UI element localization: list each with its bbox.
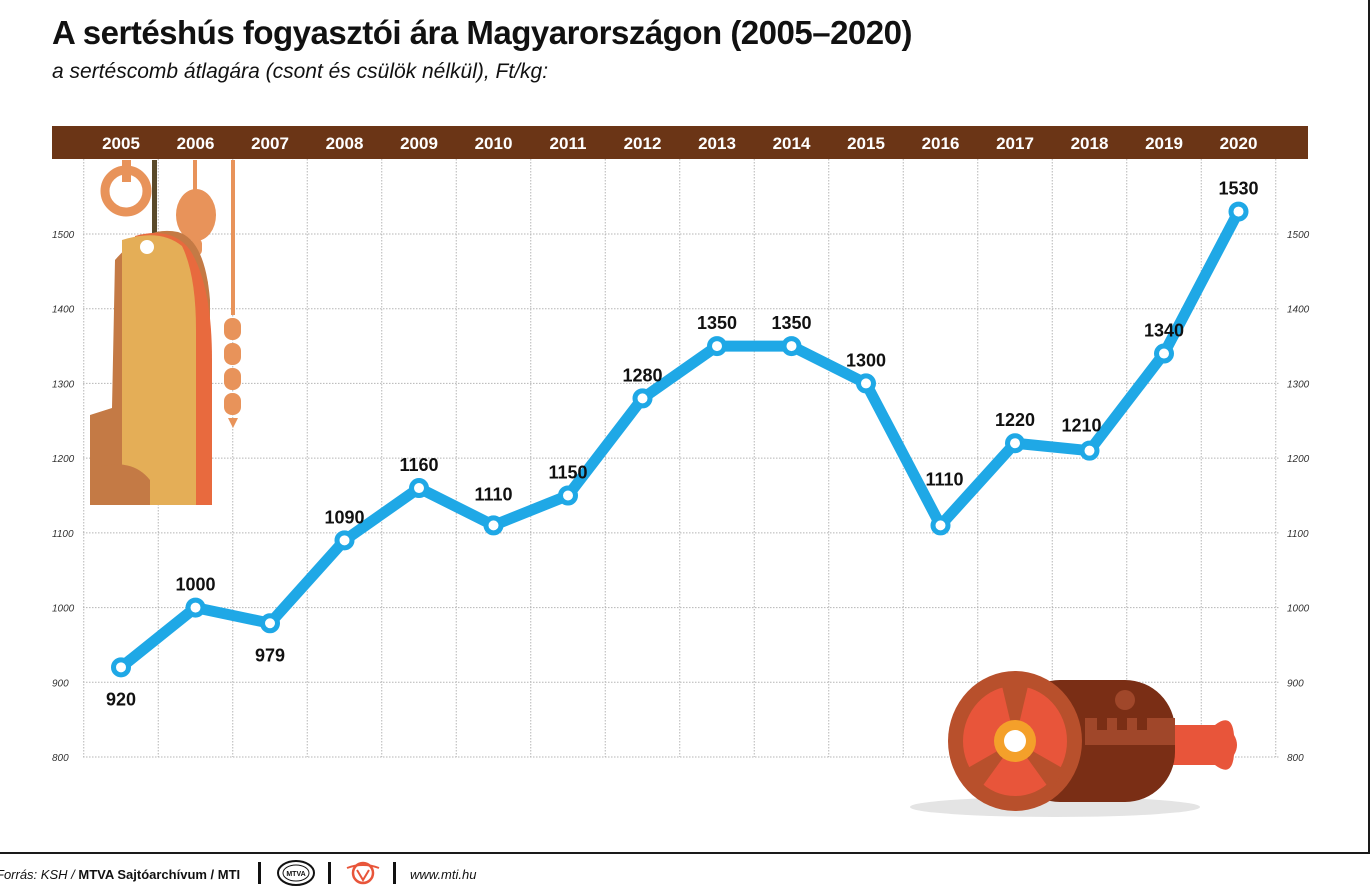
data-point (632, 388, 653, 409)
data-point (260, 613, 280, 634)
data-point (1154, 343, 1174, 364)
data-label: 1210 (1061, 416, 1101, 436)
x-tick-label: 2009 (400, 134, 438, 153)
x-tick-label: 2015 (847, 134, 885, 153)
x-tick-label: 2014 (773, 134, 811, 153)
y-tick-label-right: 1300 (1287, 379, 1310, 390)
data-label: 1090 (324, 507, 364, 527)
footer-url: www.mti.hu (410, 867, 477, 882)
x-tick-label: 2013 (698, 134, 736, 153)
y-tick-label-right: 1400 (1287, 305, 1310, 316)
y-axis-left: 800 900 1000 1100 1200 1300 1400 1500 (52, 230, 75, 764)
x-tick-label: 2006 (177, 134, 215, 153)
data-point (707, 336, 727, 357)
footer-separator (328, 862, 331, 884)
x-axis-years: 2005 2006 2007 2008 2009 2010 2011 2012 2013 2014… (102, 134, 1257, 153)
x-tick-label: 2012 (624, 134, 662, 153)
footer-separator (393, 862, 396, 884)
year-header-band (52, 126, 1308, 159)
data-point (1079, 440, 1100, 461)
x-tick-label: 2005 (102, 134, 140, 153)
grid-lines (83, 159, 1280, 758)
data-point (483, 515, 504, 536)
source-bold: MTVA Sajtóarchívum / MTI (78, 867, 241, 882)
data-label: 1350 (771, 313, 811, 333)
x-tick-label: 2008 (326, 134, 364, 153)
mtva-logo-text: MTVA (286, 871, 305, 878)
series-line (115, 206, 1244, 673)
y-tick-label-left: 1300 (52, 379, 75, 390)
data-point (781, 336, 802, 357)
data-point (334, 530, 355, 551)
footer: Forrás: KSH / MTVA Sajtóarchívum / MTI M… (0, 858, 600, 886)
y-tick-label-right: 800 (1287, 753, 1304, 764)
y-tick-label-right: 1500 (1287, 230, 1310, 241)
data-label: 1150 (548, 463, 587, 483)
x-tick-label: 2017 (996, 134, 1034, 153)
y-tick-label-right: 1100 (1287, 529, 1309, 540)
mti-logo (346, 861, 380, 885)
data-label: 1340 (1144, 321, 1184, 341)
data-points (111, 201, 1249, 678)
source-prefix: Forrás: KSH / (0, 867, 79, 882)
y-tick-label-right: 1000 (1287, 604, 1310, 615)
ham-illustration (910, 671, 1237, 817)
hanging-meat-illustration (90, 160, 241, 506)
y-tick-label-left: 1400 (52, 305, 75, 316)
data-point (1228, 201, 1249, 222)
chart-title: A sertéshús fogyasztói ára Magyarországo… (52, 14, 912, 51)
data-point (111, 657, 131, 678)
data-point (930, 515, 951, 536)
data-label: 1530 (1218, 179, 1258, 199)
mtva-logo: MTVA (277, 860, 315, 886)
data-label: 1220 (995, 410, 1035, 430)
data-label: 1300 (846, 350, 886, 370)
x-tick-label: 2020 (1220, 134, 1258, 153)
data-label: 1160 (399, 455, 438, 475)
data-point (1005, 433, 1025, 454)
y-tick-label-left: 800 (52, 753, 69, 764)
footer-separator (258, 862, 261, 884)
source-text: Forrás: KSH / MTVA Sajtóarchívum / MTI (0, 867, 240, 882)
data-point (856, 373, 876, 394)
data-point (409, 478, 429, 499)
data-label: 1110 (474, 484, 512, 504)
data-label: 920 (106, 689, 136, 709)
y-tick-label-left: 1500 (52, 230, 75, 241)
y-tick-label-right: 900 (1287, 678, 1304, 689)
y-tick-label-left: 1200 (52, 454, 75, 465)
y-tick-label-left: 1100 (52, 529, 74, 540)
data-label: 1350 (697, 313, 737, 333)
data-label: 1000 (175, 575, 215, 595)
x-tick-label: 2011 (550, 134, 587, 153)
data-label: 1280 (622, 365, 662, 385)
y-tick-label-left: 900 (52, 678, 69, 689)
data-point (558, 485, 578, 506)
data-label: 1110 (925, 469, 963, 489)
x-tick-label: 2019 (1145, 134, 1183, 153)
line-chart: 800 900 1000 1100 1200 1300 1400 1500 800 900 100… (52, 126, 1310, 817)
x-tick-label: 2010 (475, 134, 513, 153)
data-labels: 920 1000 979 1090 1160 1110 1150 1280 1350 1350 13… (106, 179, 1259, 710)
x-tick-label: 2016 (922, 134, 960, 153)
y-tick-label-right: 1200 (1287, 454, 1310, 465)
y-axis-right: 800 900 1000 1100 1200 1300 1400 1500 (1287, 230, 1310, 764)
chart-subtitle: a sertéscomb átlagára (csont és csülök n… (52, 60, 549, 83)
y-tick-label-left: 1000 (52, 604, 75, 615)
x-tick-label: 2018 (1071, 134, 1109, 153)
data-label: 979 (255, 645, 285, 665)
data-point (185, 597, 206, 618)
x-tick-label: 2007 (251, 134, 289, 153)
